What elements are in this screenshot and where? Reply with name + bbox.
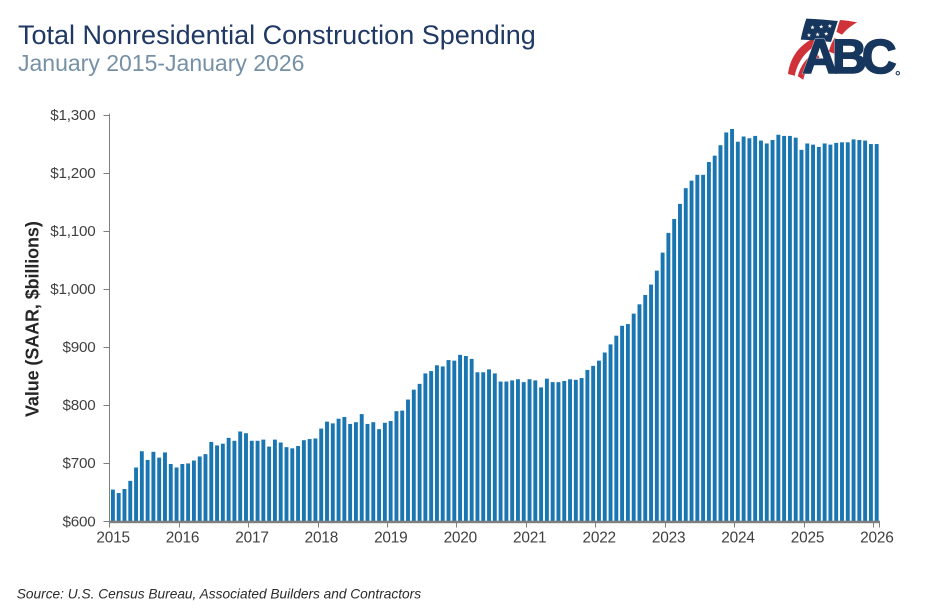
svg-text:2019: 2019 [374,530,407,547]
svg-text:2016: 2016 [166,530,199,547]
svg-text:2022: 2022 [582,530,615,547]
svg-text:$900: $900 [63,339,96,356]
svg-text:2026: 2026 [860,530,893,547]
svg-text:Value (SAAR, $billions): Value (SAAR, $billions) [23,221,43,417]
svg-text:2020: 2020 [444,530,477,547]
svg-text:January 2015-January 2026: January 2015-January 2026 [18,50,304,76]
svg-text:2023: 2023 [652,530,685,547]
svg-text:$800: $800 [63,397,96,414]
svg-text:2021: 2021 [513,530,546,547]
svg-text:Source: U.S. Census Bureau, As: Source: U.S. Census Bureau, Associated B… [17,587,421,602]
svg-text:2024: 2024 [721,530,755,547]
svg-text:2018: 2018 [305,530,338,547]
svg-text:$700: $700 [63,455,96,472]
svg-text:$1,000: $1,000 [50,281,95,298]
svg-text:Total Nonresidential Construct: Total Nonresidential Construction Spendi… [18,20,536,50]
svg-text:ABC: ABC [803,31,896,84]
svg-text:ABC: ABC [803,31,896,84]
svg-text:2015: 2015 [96,530,129,547]
svg-text:$1,100: $1,100 [50,223,95,240]
svg-text:2017: 2017 [235,530,268,547]
svg-text:2025: 2025 [791,530,824,547]
svg-text:$1,300: $1,300 [50,107,95,124]
svg-text:$600: $600 [63,513,96,530]
svg-text:$1,200: $1,200 [50,165,95,182]
